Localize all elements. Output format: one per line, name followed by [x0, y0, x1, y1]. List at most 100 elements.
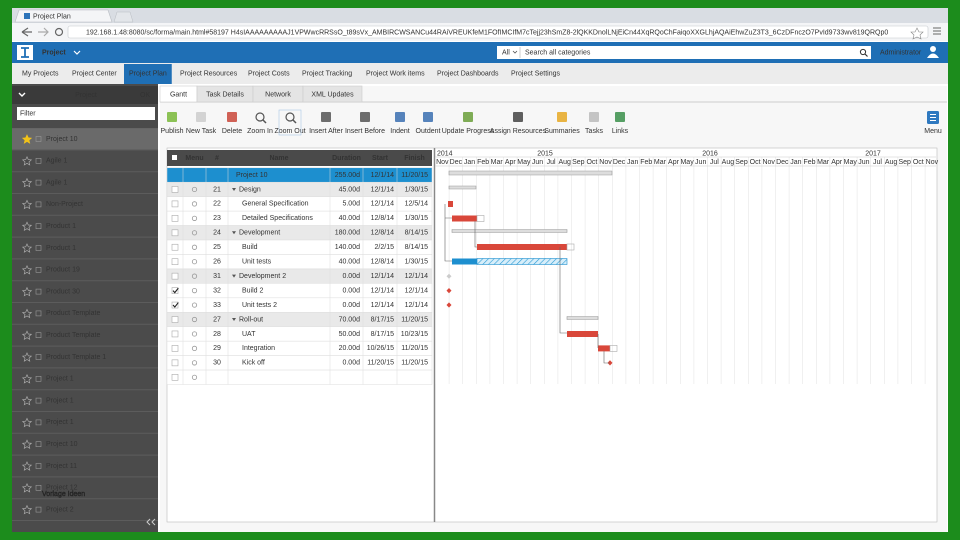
tool-icon[interactable] [196, 112, 206, 122]
sidebar-item[interactable]: Product 30 [46, 288, 80, 295]
app-name[interactable]: Project [42, 49, 66, 56]
row-checkbox[interactable] [171, 215, 179, 222]
sidebar-item[interactable]: Project 1 [46, 397, 74, 404]
sidebar-toggle[interactable] [146, 518, 156, 526]
row-menu[interactable] [191, 360, 198, 366]
task-name[interactable]: Design [239, 186, 261, 193]
header-checkbox[interactable] [172, 155, 177, 160]
favorite-star[interactable] [21, 286, 33, 297]
nav-item[interactable]: Project Resources [180, 70, 238, 77]
tool-label[interactable]: Zoom In [247, 128, 273, 135]
sidebar-item[interactable]: Project 1 [46, 376, 74, 383]
row-menu[interactable] [191, 302, 198, 308]
tool-label[interactable]: Menu [924, 128, 942, 135]
filter-input[interactable] [17, 107, 155, 120]
tool-icon[interactable] [227, 112, 237, 122]
row-checkbox[interactable] [171, 345, 179, 352]
sidebar-item[interactable]: Product Template [46, 310, 100, 317]
browser-menu[interactable] [933, 27, 941, 35]
tab-label[interactable]: Gantt [170, 91, 187, 98]
sidebar-item[interactable]: Project 10 [46, 441, 78, 448]
favorite-star[interactable] [21, 134, 33, 144]
url[interactable]: 192.168.1.48:8080/sc/forma/main.html#581… [86, 29, 888, 36]
search-placeholder[interactable]: Search all categories [525, 49, 591, 56]
favorite-star[interactable] [21, 330, 33, 341]
milestone[interactable] [446, 273, 452, 279]
sidebar-item[interactable]: Product Template [46, 332, 100, 339]
task-name[interactable]: Detailed Specifications [242, 215, 313, 222]
tool-label[interactable]: Insert After [309, 128, 344, 135]
column-header[interactable]: # [215, 155, 219, 162]
nav-item[interactable]: Project Settings [511, 70, 561, 77]
tool-label[interactable]: Assign Resources [490, 128, 547, 135]
row-checkbox[interactable] [171, 258, 179, 266]
favorite-star[interactable] [21, 439, 33, 450]
column-header[interactable]: Name [269, 155, 288, 162]
favorite-star[interactable] [21, 373, 33, 384]
summary-bar[interactable] [566, 316, 599, 320]
sidebar-item[interactable]: Project 12 [46, 485, 78, 492]
sidebar-collapse[interactable] [18, 92, 26, 97]
task-name[interactable]: Roll-out [239, 316, 263, 323]
nav-item[interactable]: Project Costs [248, 70, 290, 77]
row-checkbox[interactable] [171, 330, 179, 338]
sidebar-item[interactable]: Product 19 [46, 267, 80, 274]
column-header[interactable]: Finish [404, 155, 425, 162]
sidebar-item[interactable]: Agile 1 [46, 158, 68, 165]
tool-icon[interactable] [321, 112, 331, 122]
favorite-star[interactable] [21, 352, 33, 362]
tool-icon[interactable] [463, 112, 473, 122]
task-name[interactable]: UAT [242, 331, 256, 338]
task-bar[interactable] [452, 215, 477, 222]
row-menu[interactable] [191, 259, 198, 265]
expand-caret[interactable] [232, 187, 236, 191]
favorite-star[interactable] [21, 482, 33, 493]
row-checkbox[interactable] [171, 359, 179, 367]
tab[interactable] [302, 85, 363, 103]
favorite-star[interactable] [21, 221, 33, 232]
row-menu[interactable] [191, 215, 198, 221]
row-checkbox[interactable] [171, 200, 179, 208]
forward-button[interactable] [38, 27, 49, 37]
task-bar[interactable] [598, 345, 610, 352]
tool-icon[interactable] [513, 112, 523, 122]
favorite-star[interactable] [21, 264, 33, 275]
summary-bar[interactable] [448, 170, 613, 176]
favorite-star[interactable] [21, 417, 33, 428]
back-button[interactable] [21, 27, 32, 37]
row-checkbox[interactable] [171, 229, 179, 237]
filter-placeholder[interactable]: Filter [20, 110, 36, 117]
task-name[interactable]: Project 10 [236, 172, 268, 179]
column-header[interactable]: Duration [332, 155, 361, 162]
tool-label[interactable]: Publish [161, 128, 184, 135]
app-dropdown[interactable] [73, 50, 81, 55]
row-menu[interactable] [191, 230, 198, 236]
bookmark-star[interactable] [910, 27, 924, 40]
sidebar-item[interactable]: Agile 1 [46, 179, 68, 186]
favorite-star[interactable] [21, 199, 33, 210]
sidebar-item[interactable]: Project 10 [46, 136, 78, 143]
sidebar-item[interactable]: Project 2 [46, 506, 74, 513]
tool-icon[interactable] [615, 112, 625, 122]
row-checkbox[interactable] [171, 272, 179, 280]
favorite-star[interactable] [21, 177, 33, 188]
milestone[interactable] [446, 302, 452, 308]
tool-label[interactable]: New Task [186, 128, 217, 135]
row-checkbox[interactable] [171, 287, 179, 294]
tab-label[interactable]: XML Updates [311, 91, 354, 98]
task-name[interactable]: Development 2 [239, 273, 286, 280]
tool-label[interactable]: Outdent [416, 128, 441, 135]
sidebar-item[interactable]: Product 1 [46, 245, 76, 252]
sidebar-item[interactable]: Product 1 [46, 223, 76, 230]
tool-label[interactable]: Tasks [585, 128, 603, 135]
column-header[interactable]: Menu [185, 155, 203, 162]
expand-caret[interactable] [232, 231, 236, 235]
task-name[interactable]: Unit tests [242, 259, 272, 266]
tool-label[interactable]: Delete [222, 128, 242, 135]
favorite-star[interactable] [21, 504, 33, 515]
nav-item[interactable]: Project Tracking [302, 70, 352, 77]
row-menu[interactable] [191, 201, 198, 207]
tool-label[interactable]: Links [612, 128, 629, 135]
row-menu[interactable] [191, 374, 198, 380]
task-bar[interactable] [452, 258, 477, 265]
